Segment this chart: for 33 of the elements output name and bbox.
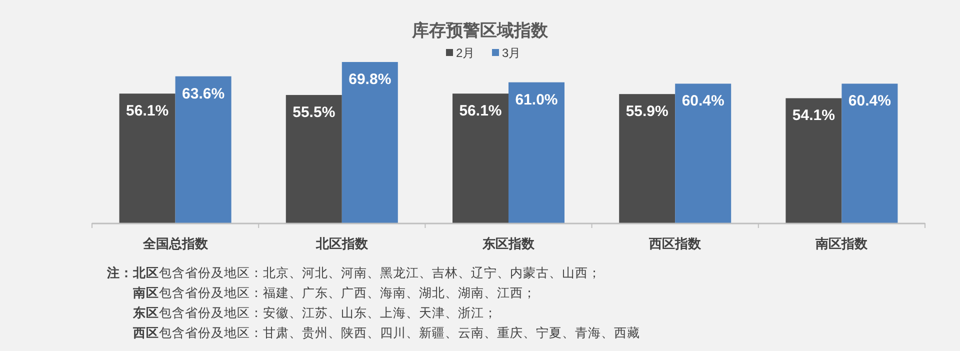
text: 北区包含省份及地区：北京、河北、河南、黑龙江、吉林、辽宁、内蒙古、山西； (132, 265, 601, 280)
data-label: 69.8% (348, 71, 392, 88)
x-tick-label: 北区指数 (314, 236, 369, 251)
chart-title: 库存预警区域指数 (411, 21, 549, 40)
data-label: 63.6% (182, 85, 225, 102)
bar (119, 94, 176, 223)
bar (786, 98, 842, 223)
bar (342, 62, 398, 223)
data-label: 55.9% (626, 103, 668, 120)
data-label: 60.4% (848, 92, 891, 110)
data-label: 56.1% (126, 102, 169, 120)
data-label: 56.1% (459, 102, 502, 120)
text: 东区包含省份及地区：安徽、江苏、山东、上海、天津、浙江； (132, 305, 497, 320)
x-tick-label: 全国总指数 (142, 236, 209, 251)
data-label: 55.5% (292, 104, 336, 121)
text: 西区包含省份及地区：甘肃、贵州、陕西、四川、新疆、云南、重庆、宁夏、青海、西藏 (132, 325, 640, 340)
data-label: 54.1% (792, 107, 835, 124)
bar (286, 94, 342, 223)
legend-label: 2月 (456, 46, 475, 60)
bar (452, 94, 508, 223)
bar (842, 84, 898, 223)
bar (508, 82, 564, 223)
x-tick-label: 西区指数 (648, 236, 702, 251)
bar (675, 84, 732, 223)
bar (619, 94, 676, 223)
text: 注： (106, 265, 133, 280)
data-label: 60.4% (682, 92, 724, 110)
text: 南区包含省份及地区：福建、广东、广西、海南、湖北、湖南、江西； (132, 286, 536, 300)
x-tick-label: 东区指数 (482, 236, 536, 251)
data-label: 61.0% (515, 91, 558, 108)
legend-label: 3月 (502, 46, 521, 60)
bar (175, 76, 232, 223)
x-tick-label: 南区指数 (814, 236, 869, 251)
